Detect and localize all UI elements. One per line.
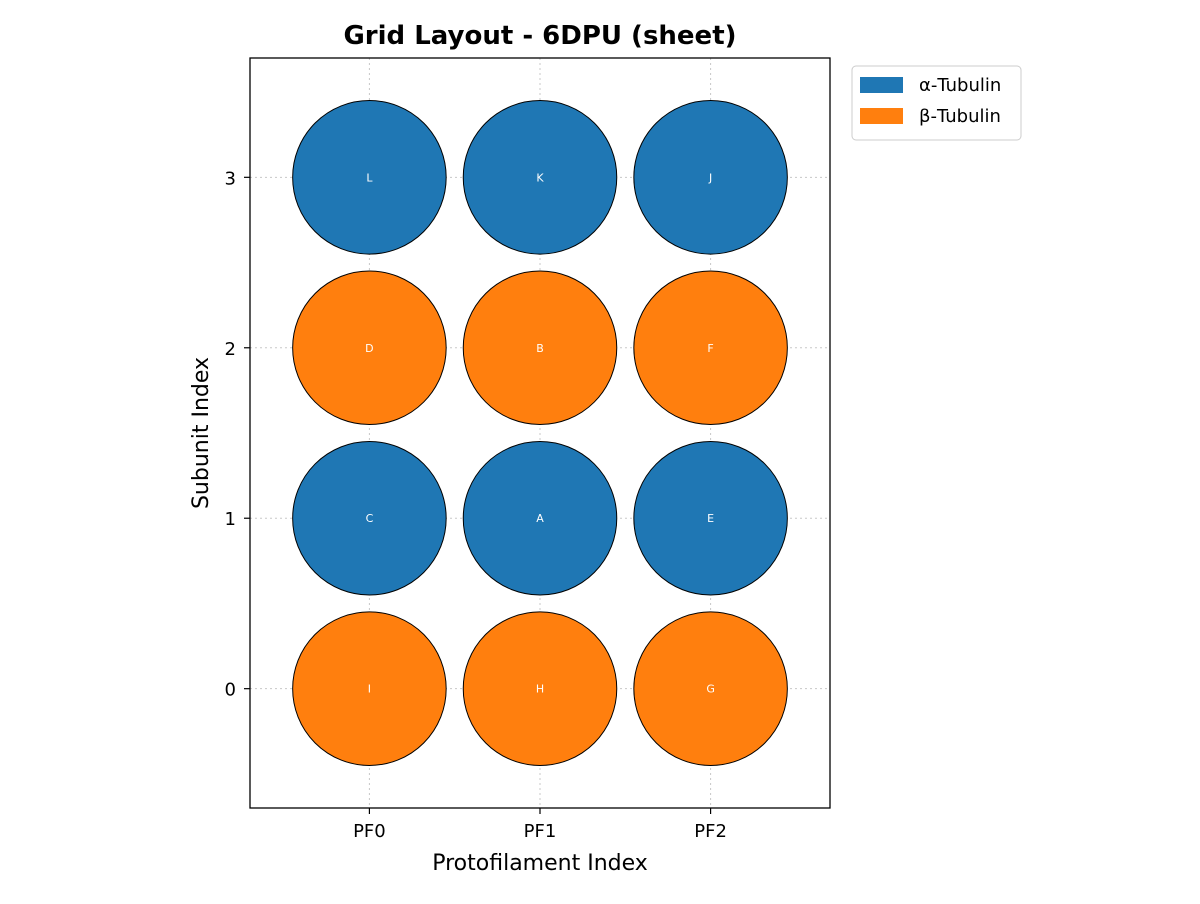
legend-label: β-Tubulin (919, 106, 1001, 127)
subunit-label: C (366, 512, 374, 525)
subunit-label: I (368, 683, 371, 696)
subunit-circle (462, 100, 618, 255)
x-tick-label: PF1 (524, 821, 557, 842)
y-axis-label: Subunit Index (189, 357, 214, 509)
subunit-circle (633, 100, 788, 255)
subunit-label: E (707, 512, 714, 525)
legend: α-Tubulin β-Tubulin (851, 65, 1022, 141)
subunit-circle (633, 270, 788, 426)
subunit-label: H (536, 683, 544, 696)
y-tick-label: 1 (225, 509, 236, 530)
subunit-label: A (536, 512, 544, 525)
subunit-circle (462, 440, 618, 596)
x-tick-label: PF0 (353, 821, 386, 842)
legend-swatch (860, 77, 903, 93)
legend-label: α-Tubulin (919, 75, 1001, 96)
subunit-circle (292, 100, 447, 255)
subunit-circle (633, 611, 788, 766)
subunit-label: B (536, 342, 544, 355)
plot-area: C A E L K J I H G D B F PF0 PF1 PF2 0 1 2 3 (225, 57, 831, 842)
subunit-circle (292, 440, 447, 596)
subunit-circle (292, 270, 447, 426)
chart-title: Grid Layout - 6DPU (sheet) (343, 21, 736, 51)
subunit-label: F (707, 342, 713, 355)
legend-swatch (860, 108, 903, 124)
subunit-circle (462, 270, 618, 426)
subunit-circle (462, 611, 618, 766)
x-axis-label: Protofilament Index (432, 851, 648, 876)
y-tick-label: 0 (225, 680, 236, 701)
subunit-label: D (365, 342, 373, 355)
x-tick-label: PF2 (694, 821, 727, 842)
subunit-circle (633, 440, 788, 596)
subunit-label: J (708, 171, 712, 184)
subunit-label: K (536, 171, 544, 184)
y-tick-label: 3 (225, 168, 236, 189)
y-tick-label: 2 (225, 339, 236, 360)
subunit-circle (292, 611, 447, 766)
subunit-label: L (366, 171, 373, 184)
subunit-label: G (706, 683, 715, 696)
